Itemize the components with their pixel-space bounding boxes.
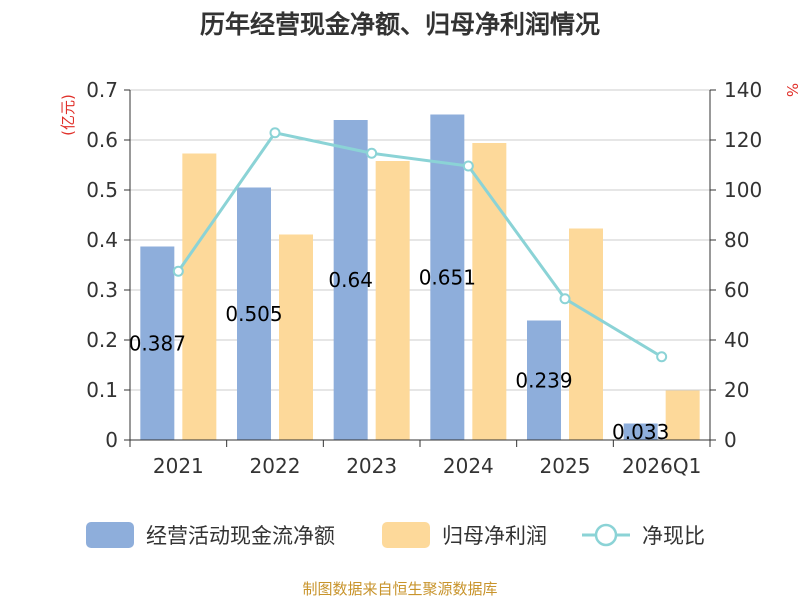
left-tick-label: 0.7 [86,78,118,102]
source-note: 制图数据来自恒生聚源数据库 [302,580,497,598]
right-tick-label: 0 [724,428,737,452]
ratio-point [269,127,281,139]
bar-net-profit [375,161,410,440]
right-tick-label: 60 [724,278,749,302]
ratio-point [656,351,668,363]
ratio-point [462,160,474,172]
bar-net-profit [279,234,313,440]
bars [140,114,700,440]
left-tick-label: 0.2 [86,328,118,352]
legend-label-net-profit: 归母净利润 [442,524,547,548]
x-tick-label: 2025 [540,454,591,478]
legend-swatch-cash-flow [86,522,134,548]
bar-cash-flow [140,246,175,440]
bar-value-label: 0.651 [419,265,476,289]
legend-swatch-net-profit [382,522,430,548]
bar-net-profit [569,228,603,440]
bar-net-profit [472,143,507,440]
ratio-line-path [177,131,663,359]
x-tick-label: 2022 [250,454,301,478]
gridlines [130,89,710,391]
x-tick-label: 2024 [443,454,494,478]
left-tick-label: 0.1 [86,378,118,402]
ratio-point [366,147,378,159]
left-axis-unit: (亿元) [59,94,77,136]
legend-label-ratio: 净现比 [642,524,705,548]
left-tick-label: 0.4 [86,228,118,252]
bar-value-label: 0.387 [129,331,186,355]
bar-cash-flow [430,114,465,440]
right-tick-label: 40 [724,328,749,352]
legend-marker-ratio [594,523,618,547]
x-tick-label: 2021 [153,454,204,478]
bar-value-label: 0.239 [515,368,572,392]
ratio-point [559,293,571,305]
right-tick-label: 80 [724,228,749,252]
right-tick-label: 20 [724,378,749,402]
x-tick-label: 2023 [346,454,397,478]
right-tick-label: 100 [724,178,762,202]
bar-value-label: 0.505 [225,302,282,326]
left-tick-label: 0.6 [86,128,118,152]
right-tick-label: 140 [724,78,762,102]
bar-cash-flow [333,120,368,440]
ratio-line [172,127,668,363]
bar-net-profit [182,153,217,440]
left-tick-label: 0 [105,428,118,452]
bar-value-label: 0.64 [328,268,373,292]
right-tick-label: 120 [724,128,762,152]
bar-net-profit [665,390,700,440]
bar-cash-flow [623,423,658,440]
x-tick-label: 2026Q1 [622,454,701,478]
legend-label-cash-flow: 经营活动现金流净额 [146,524,335,548]
chart-title: 历年经营现金净额、归母净利润情况 [200,10,600,39]
axes: 0 0 0.1 20 0.2 40 0.3 60 0.4 80 0.5 100 0.6 120 0.7 140… [86,78,762,478]
bar-cash-flow [527,320,561,440]
ratio-point [172,265,184,277]
left-tick-label: 0.3 [86,278,118,302]
right-axis-unit: % [783,83,800,97]
legend: 经营活动现金流净额 归母净利润 净现比 [86,522,705,548]
left-tick-label: 0.5 [86,178,118,202]
bar-cash-flow [237,187,271,440]
